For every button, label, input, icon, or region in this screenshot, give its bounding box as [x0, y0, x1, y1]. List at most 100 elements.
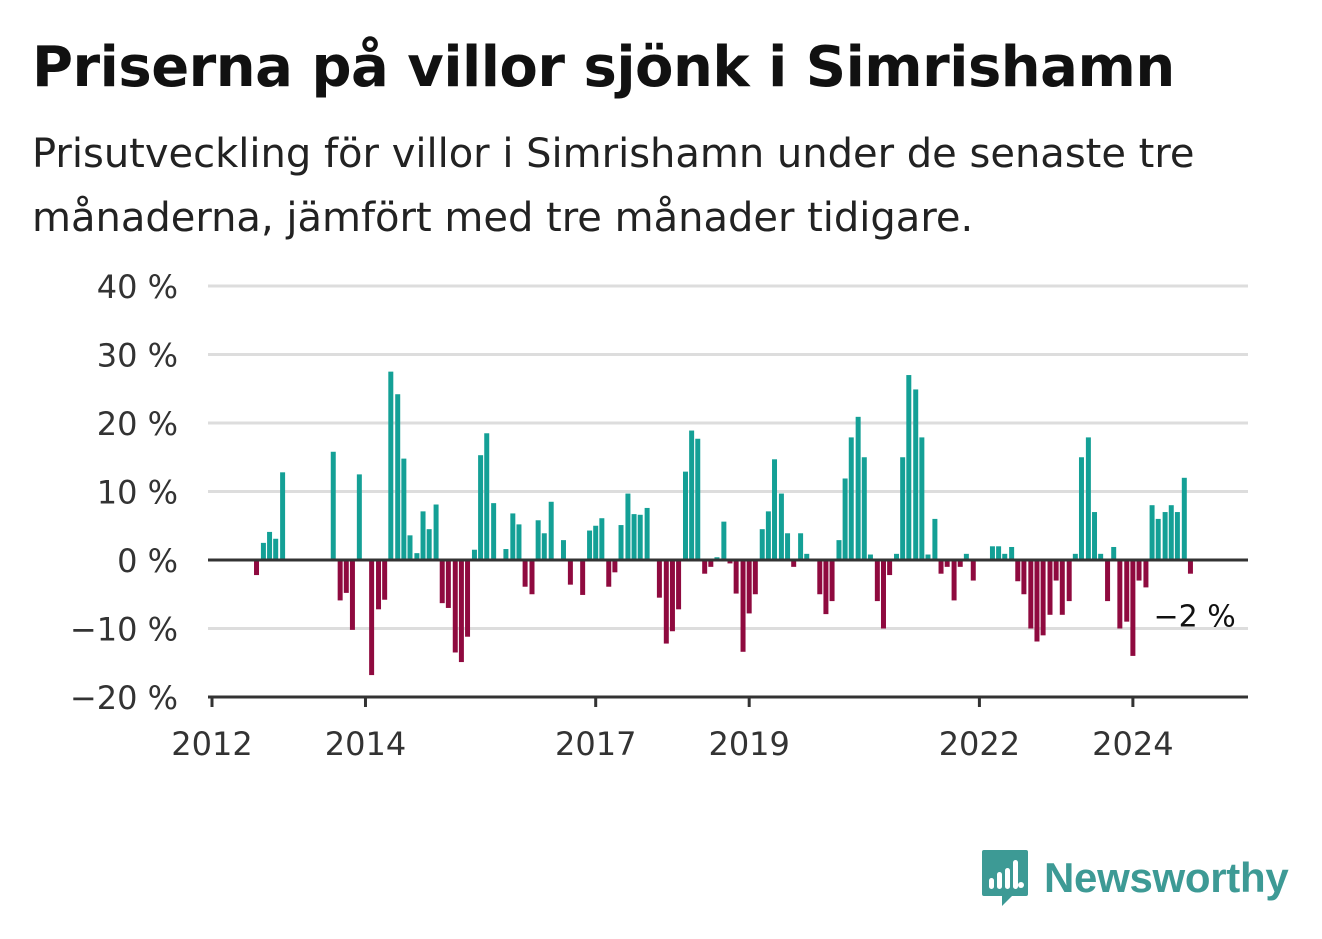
y-tick-label: 40 %	[97, 268, 178, 306]
bar	[848, 437, 854, 560]
bar	[1040, 560, 1046, 636]
bar	[772, 459, 778, 560]
bar	[867, 554, 873, 560]
bar	[778, 493, 784, 560]
bar	[951, 560, 957, 601]
x-tick-label: 2019	[708, 725, 789, 763]
bar	[612, 560, 618, 573]
bar	[567, 560, 573, 585]
bar	[1098, 553, 1104, 560]
bar	[944, 560, 950, 567]
bar	[599, 518, 605, 560]
bar	[426, 529, 432, 560]
bar	[433, 504, 439, 560]
bar	[925, 554, 931, 560]
bar	[535, 520, 541, 560]
bar	[280, 472, 286, 560]
bar	[395, 394, 401, 560]
bar	[663, 560, 669, 644]
bar	[906, 375, 912, 560]
bar	[369, 560, 375, 676]
bar	[330, 451, 336, 560]
bar	[746, 560, 752, 614]
bar	[970, 560, 976, 581]
bar	[414, 553, 420, 560]
bar	[1034, 560, 1040, 642]
bar	[1021, 560, 1027, 595]
bar	[1059, 560, 1065, 615]
bar	[465, 560, 471, 637]
bar	[887, 560, 893, 576]
bar	[337, 560, 343, 601]
bar	[1053, 560, 1059, 581]
bar	[452, 560, 458, 653]
bar	[254, 560, 260, 576]
bar	[721, 521, 727, 560]
brand-name: Newsworthy	[1044, 854, 1289, 901]
y-tick-label: −20 %	[70, 679, 178, 717]
bar	[733, 560, 739, 594]
bar	[445, 560, 451, 608]
chart-title: Priserna på villor sjönk i Simrishamn	[32, 35, 1175, 100]
bar	[478, 455, 484, 560]
bar-chart-speech-bubble-icon	[982, 850, 1028, 906]
bar	[1028, 560, 1034, 629]
bar	[1015, 560, 1021, 582]
bar-chart: 40 %30 %20 %10 %0 %−10 %−20 % 2012 2014 20…	[70, 268, 1248, 763]
bar	[785, 533, 791, 560]
y-tick-label: 0 %	[117, 542, 178, 580]
bar	[510, 513, 516, 560]
bar	[798, 533, 804, 560]
bar	[522, 560, 528, 587]
y-tick-label: 10 %	[97, 474, 178, 512]
bar	[1136, 560, 1142, 581]
x-tick-labels: 2012 2014 2017 2019 2022 2024	[171, 725, 1173, 763]
bar	[919, 437, 925, 560]
bar	[349, 560, 355, 630]
bar	[1047, 560, 1053, 615]
bar	[683, 471, 688, 560]
bar	[817, 560, 823, 595]
bar	[1155, 518, 1161, 560]
bar	[689, 430, 695, 560]
bar	[759, 529, 765, 560]
bar	[376, 560, 382, 610]
bar	[541, 533, 547, 560]
bar	[880, 560, 886, 629]
y-tick-labels: 40 % 30 % 20 % 10 % 0 % −10 % −20 %	[70, 268, 178, 717]
bar	[913, 389, 919, 560]
bar	[529, 560, 535, 595]
bar	[1187, 560, 1193, 574]
bar	[932, 518, 938, 560]
x-tick-label: 2012	[171, 725, 252, 763]
axes	[208, 558, 1248, 707]
bar	[606, 560, 612, 587]
bar	[702, 560, 708, 574]
last-value-label: −2 %	[1153, 600, 1235, 635]
grid-lines	[208, 284, 1248, 630]
bar	[548, 501, 554, 560]
bar	[420, 511, 426, 560]
bar	[1085, 437, 1091, 560]
bar	[829, 560, 835, 602]
bar	[996, 546, 1002, 560]
bar	[593, 525, 599, 560]
bar	[855, 416, 861, 560]
bar	[260, 542, 266, 561]
x-tick-label: 2022	[939, 725, 1020, 763]
bar	[1168, 505, 1174, 560]
x-tick-label: 2024	[1092, 725, 1173, 763]
bar	[1009, 546, 1015, 560]
bar	[637, 514, 643, 560]
bar	[1181, 477, 1187, 560]
bar	[401, 458, 407, 560]
bar	[484, 433, 490, 560]
bar	[836, 540, 842, 560]
bar	[273, 538, 279, 560]
brand-logo: Newsworthy	[980, 848, 1289, 908]
bar	[791, 560, 797, 567]
bar	[823, 560, 829, 615]
bar	[516, 524, 522, 560]
bar	[989, 546, 995, 560]
bar	[656, 560, 662, 598]
